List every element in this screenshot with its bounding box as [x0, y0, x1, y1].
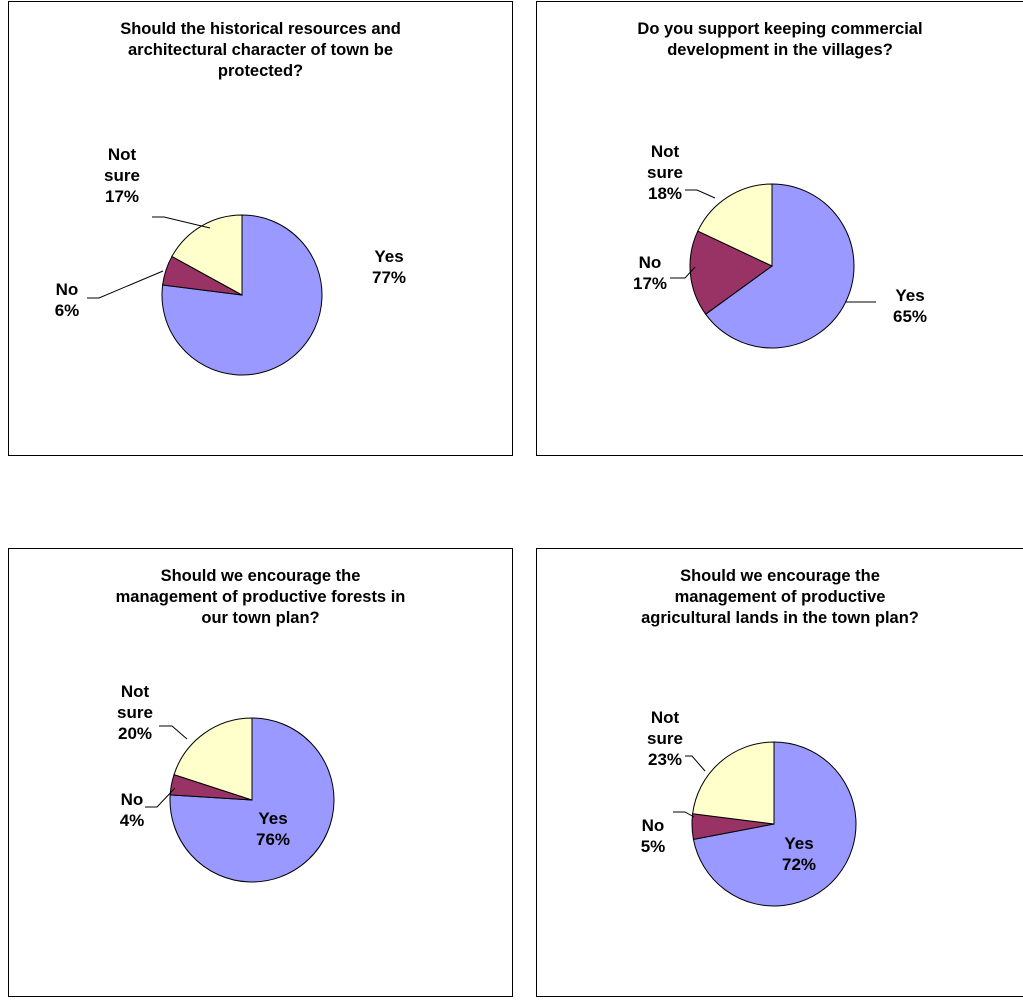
leader-line — [685, 755, 706, 772]
label-not-sure: Not sure 23% — [647, 708, 683, 769]
pie-chart-agricultural: Yes 72% No 5% Not sure 23% — [641, 708, 857, 907]
chart-title: Should the historical resources and arch… — [120, 20, 401, 80]
pie-chart-commercial: Yes 65% No 17% Not sure 18% — [633, 142, 927, 349]
label-yes: Yes 77% — [372, 247, 406, 287]
chart-title: Should we encourage the management of pr… — [115, 567, 406, 627]
slice-yes — [692, 741, 857, 907]
pie-chart-forests: Yes 76% No 4% Not sure 20% — [117, 682, 335, 883]
chart-panel-forests: Should we encourage the management of pr… — [8, 548, 513, 997]
pie-chart-historical: Yes 77% No 6% Not sure 17% — [55, 145, 406, 376]
label-no: No 6% — [55, 280, 80, 320]
label-yes: Yes 76% — [256, 809, 290, 849]
leader-line — [673, 811, 695, 818]
slice-yes — [704, 183, 855, 349]
slice-not-sure — [697, 183, 773, 267]
slice-not-sure — [692, 741, 775, 825]
label-yes: Yes 72% — [782, 834, 816, 874]
leader-line — [87, 270, 164, 299]
label-yes: Yes 65% — [893, 286, 927, 326]
chart-panel-commercial: Do you support keeping commercial develo… — [536, 1, 1023, 456]
leader-line — [159, 725, 188, 740]
chart-title: Do you support keeping commercial develo… — [637, 20, 923, 59]
label-not-sure: Not sure 20% — [117, 682, 153, 743]
slice-not-sure — [173, 717, 253, 801]
chart-panel-agricultural: Should we encourage the management of pr… — [536, 548, 1023, 997]
label-no: No 5% — [641, 816, 666, 856]
slice-no — [689, 230, 773, 315]
leader-line — [685, 189, 716, 199]
chart-panel-historical: Should the historical resources and arch… — [8, 1, 513, 456]
label-no: No 4% — [120, 790, 145, 830]
label-not-sure: Not sure 17% — [104, 145, 140, 206]
label-not-sure: Not sure 18% — [647, 142, 683, 203]
leader-line — [152, 216, 211, 229]
label-no: No 17% — [633, 253, 667, 293]
chart-title: Should we encourage the management of pr… — [641, 567, 919, 627]
leader-line — [145, 787, 176, 808]
leader-line — [670, 266, 696, 279]
